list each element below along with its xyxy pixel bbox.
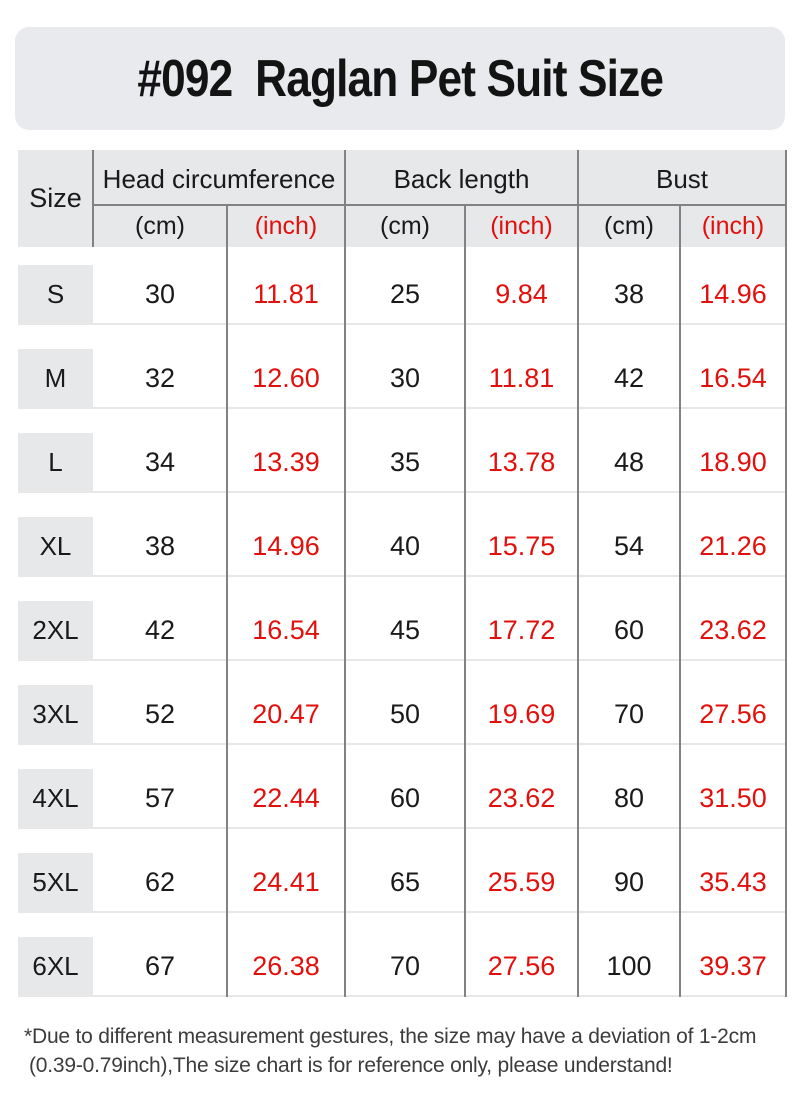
back-length-cm-value: 70 <box>389 951 421 981</box>
table-header: Size Head circumference Back length Bust… <box>18 150 786 247</box>
size-cell: S <box>18 265 93 323</box>
head-circumference-cm-value: 42 <box>144 615 176 645</box>
back-length-inch-value: 15.75 <box>487 531 556 561</box>
head-circumference-inch-value: 22.44 <box>252 783 320 813</box>
back-length-inch-value: 13.78 <box>487 447 556 477</box>
head-circumference-cm-value: 32 <box>144 363 176 393</box>
size-cell: 2XL <box>18 601 93 659</box>
unit-header-cm: (cm) <box>604 212 654 240</box>
bust-inch-value: 14.96 <box>699 279 767 309</box>
size-cell: 6XL <box>18 937 93 995</box>
bust-inch-value: 31.50 <box>699 783 767 813</box>
bust-inch-value: 16.54 <box>699 363 767 393</box>
size-cell: M <box>18 349 93 407</box>
bust-cm-value: 42 <box>613 363 645 393</box>
unit-header-cm: (cm) <box>380 212 430 240</box>
back-length-inch-value: 19.69 <box>487 699 556 729</box>
head-circumference-cm-value: 67 <box>144 951 176 981</box>
head-circumference-inch-value: 16.54 <box>252 615 320 645</box>
size-cell: 4XL <box>18 769 93 827</box>
back-length-inch-value: 17.72 <box>487 615 556 645</box>
footnote-line1: *Due to different measurement gestures, … <box>24 1025 757 1048</box>
back-length-cm-value: 45 <box>389 615 421 645</box>
bust-inch-value: 21.26 <box>699 531 767 561</box>
head-circumference-inch-value: 11.81 <box>253 279 319 309</box>
column-header-bust: Bust <box>655 164 709 194</box>
head-circumference-inch-value: 26.38 <box>252 951 320 981</box>
back-length-inch-value: 25.59 <box>487 867 556 897</box>
back-length-cm-value: 35 <box>389 447 421 477</box>
size-cell: 3XL <box>18 685 93 743</box>
table-row: 5XL 62 24.41 65 25.59 90 35.43 <box>18 853 786 913</box>
head-circumference-inch-value: 12.60 <box>252 363 320 393</box>
head-circumference-cm-value: 57 <box>144 783 176 813</box>
back-length-inch-value: 9.84 <box>495 279 548 309</box>
bust-cm-value: 70 <box>613 699 645 729</box>
table-row: 6XL 67 26.38 70 27.56 100 39.37 <box>18 937 786 997</box>
back-length-cm-value: 50 <box>389 699 421 729</box>
bust-cm-value: 60 <box>613 615 645 645</box>
unit-header-inch: (inch) <box>701 212 765 240</box>
back-length-cm-value: 65 <box>389 867 421 897</box>
bust-cm-value: 100 <box>606 951 652 981</box>
bust-cm-value: 38 <box>613 279 645 309</box>
unit-header-cm: (cm) <box>135 212 185 240</box>
unit-header-inch: (inch) <box>490 212 553 240</box>
footnote: *Due to different measurement gestures, … <box>24 1022 784 1080</box>
back-length-inch-value: 23.62 <box>487 783 556 813</box>
bust-cm-value: 48 <box>613 447 645 477</box>
title-banner: #092 Raglan Pet Suit Size <box>15 27 785 130</box>
head-circumference-cm-value: 62 <box>144 867 176 897</box>
back-length-cm-value: 30 <box>389 363 421 393</box>
bust-inch-value: 18.90 <box>699 447 767 477</box>
bust-inch-value: 23.62 <box>699 615 767 645</box>
head-circumference-cm-value: 38 <box>144 531 176 561</box>
head-circumference-inch-value: 20.47 <box>252 699 320 729</box>
bust-inch-value: 27.56 <box>699 699 767 729</box>
head-circumference-cm-value: 52 <box>144 699 176 729</box>
unit-header-inch: (inch) <box>254 212 318 240</box>
page-title: #092 Raglan Pet Suit Size <box>137 49 664 108</box>
back-length-cm-value: 40 <box>389 531 421 561</box>
head-circumference-cm-value: 34 <box>144 447 176 477</box>
back-length-inch-value: 11.81 <box>488 363 555 393</box>
table-row: 2XL 42 16.54 45 17.72 60 23.62 <box>18 601 786 661</box>
head-circumference-inch-value: 24.41 <box>252 867 320 897</box>
head-circumference-cm-value: 30 <box>144 279 176 309</box>
size-cell: XL <box>18 517 93 575</box>
head-circumference-inch-value: 14.96 <box>252 531 320 561</box>
bust-cm-value: 90 <box>613 867 645 897</box>
back-length-inch-value: 27.56 <box>487 951 556 981</box>
column-header-size: Size <box>29 183 82 213</box>
bust-inch-value: 39.37 <box>699 951 767 981</box>
column-header-head-circumference: Head circumference <box>102 164 336 194</box>
footnote-line2: (0.39-0.79inch),The size chart is for re… <box>29 1054 673 1077</box>
back-length-cm-value: 25 <box>389 279 421 309</box>
bust-inch-value: 35.43 <box>699 867 767 897</box>
size-cell: 5XL <box>18 853 93 911</box>
head-circumference-inch-value: 13.39 <box>252 447 320 477</box>
size-cell: L <box>18 433 93 491</box>
table-row: L 34 13.39 35 13.78 48 18.90 <box>18 433 786 493</box>
table-row: 3XL 52 20.47 50 19.69 70 27.56 <box>18 685 786 745</box>
bust-cm-value: 80 <box>613 783 645 813</box>
column-header-back-length: Back length <box>393 164 530 194</box>
back-length-cm-value: 60 <box>389 783 421 813</box>
table-row: M 32 12.60 30 11.81 42 16.54 <box>18 349 786 409</box>
table-row: 4XL 57 22.44 60 23.62 80 31.50 <box>18 769 786 829</box>
bust-cm-value: 54 <box>613 531 645 561</box>
table-row: XL 38 14.96 40 15.75 54 21.26 <box>18 517 786 577</box>
table-row: S 30 11.81 25 9.84 38 14.96 <box>18 265 786 325</box>
